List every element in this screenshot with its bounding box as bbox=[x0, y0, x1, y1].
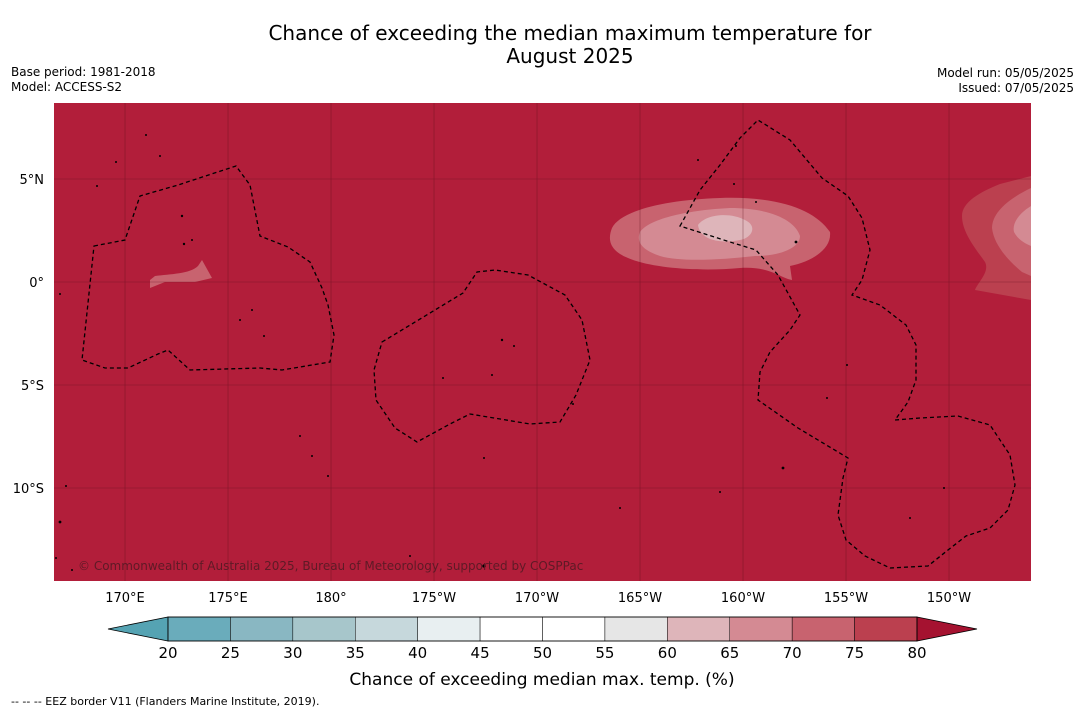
longitude-label: 180° bbox=[315, 591, 346, 606]
model-name: Model: ACCESS-S2 bbox=[11, 80, 123, 94]
issued-date: Issued: 07/05/2025 bbox=[958, 81, 1074, 95]
colorbar-tick-label: 75 bbox=[845, 644, 864, 662]
colorbar-over-arrow bbox=[916, 616, 978, 642]
longitude-label: 170°E bbox=[105, 591, 145, 606]
colorbar-segment bbox=[292, 616, 356, 642]
colorbar-segment bbox=[542, 616, 606, 642]
meta-right: Model run: 05/05/2025 Issued: 07/05/2025 bbox=[937, 66, 1074, 96]
latitude-labels: 5°N 0° 5°S 10°S bbox=[13, 173, 44, 497]
colorbar-under-arrow bbox=[107, 616, 169, 642]
colorbar-segment bbox=[230, 616, 294, 642]
colorbar-segment bbox=[479, 616, 543, 642]
longitude-label: 155°W bbox=[824, 591, 868, 606]
latitude-label: 10°S bbox=[13, 482, 44, 497]
colorbar-segment bbox=[729, 616, 793, 642]
colorbar-segment bbox=[667, 616, 730, 642]
eez-border-west bbox=[81, 165, 335, 371]
longitude-label: 170°W bbox=[515, 591, 559, 606]
map-title: Chance of exceeding the median maximum t… bbox=[0, 22, 1085, 68]
copyright-text: © Commonwealth of Australia 2025, Bureau… bbox=[78, 559, 583, 573]
islands bbox=[55, 134, 945, 571]
colorbar-segment bbox=[791, 616, 855, 642]
base-period: Base period: 1981-2018 bbox=[11, 65, 156, 79]
colorbar-segment bbox=[355, 616, 418, 642]
patch-central-60 bbox=[698, 215, 753, 242]
patch-east-70 bbox=[992, 188, 1031, 276]
longitude-label: 175°W bbox=[412, 591, 456, 606]
latitude-label: 5°N bbox=[20, 173, 45, 188]
colorbar-segment bbox=[854, 616, 918, 642]
eez-footnote: -- -- -- EEZ border V11 (Flanders Marine… bbox=[11, 695, 320, 708]
colorbar-tick-label: 55 bbox=[595, 644, 614, 662]
patch-west-70 bbox=[150, 260, 212, 288]
colorbar-tick-label: 65 bbox=[720, 644, 739, 662]
colorbar-tick-label: 20 bbox=[158, 644, 177, 662]
colorbar-segment bbox=[167, 616, 231, 642]
colorbar-tick-label: 50 bbox=[533, 644, 552, 662]
colorbar-segment bbox=[417, 616, 481, 642]
latitude-label: 0° bbox=[29, 276, 44, 291]
eez-border-east bbox=[679, 119, 1016, 569]
longitude-label: 175°E bbox=[208, 591, 248, 606]
eez-borders bbox=[81, 119, 1016, 569]
colorbar-tick-label: 80 bbox=[907, 644, 926, 662]
longitude-label: 160°W bbox=[721, 591, 765, 606]
colorbar-segment bbox=[604, 616, 668, 642]
graticule bbox=[54, 103, 1031, 581]
title-line-1: Chance of exceeding the median maximum t… bbox=[268, 21, 872, 45]
longitude-labels: 170°E 175°E 180° 175°W 170°W 165°W 160°W 155°W 1… bbox=[105, 591, 971, 606]
title-line-2: August 2025 bbox=[506, 44, 634, 68]
colorbar-tick-label: 30 bbox=[283, 644, 302, 662]
longitude-label: 165°W bbox=[618, 591, 662, 606]
colorbar-tick-label: 40 bbox=[408, 644, 427, 662]
patch-east-65 bbox=[1013, 206, 1031, 246]
model-run: Model run: 05/05/2025 bbox=[936, 66, 1074, 80]
map-background bbox=[54, 103, 1031, 581]
eez-border-central bbox=[373, 269, 591, 443]
colorbar-tick-label: 70 bbox=[783, 644, 802, 662]
colorbar: 20 25 30 35 40 45 50 55 60 65 70 75 80 bbox=[107, 616, 978, 662]
meta-left: Base period: 1981-2018 Model: ACCESS-S2 bbox=[11, 65, 156, 95]
colorbar-tick-label: 25 bbox=[221, 644, 240, 662]
colorbar-tick-label: 60 bbox=[658, 644, 677, 662]
colorbar-label: Chance of exceeding median max. temp. (%… bbox=[349, 670, 734, 690]
longitude-label: 150°W bbox=[927, 591, 971, 606]
colorbar-tick-label: 45 bbox=[471, 644, 490, 662]
latitude-label: 5°S bbox=[21, 379, 44, 394]
colorbar-tick-label: 35 bbox=[346, 644, 365, 662]
